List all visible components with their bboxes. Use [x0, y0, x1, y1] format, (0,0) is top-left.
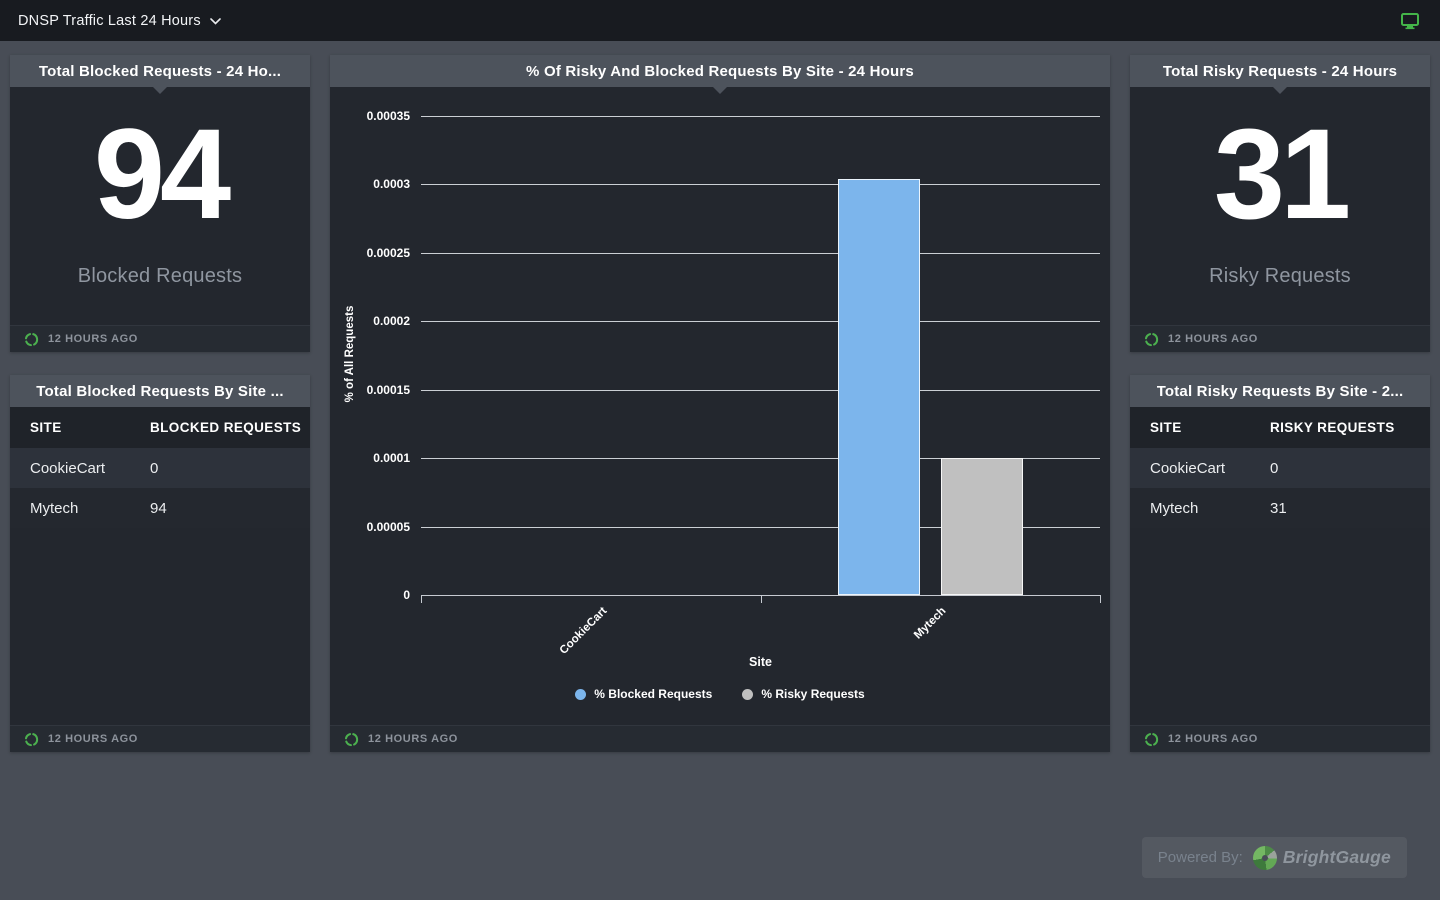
legend-marker-icon [575, 688, 587, 700]
site-cell: SITE [30, 420, 62, 435]
card-header[interactable]: Total Risky Requests By Site - 2... [1130, 375, 1430, 414]
table-row[interactable]: Mytech 94 [10, 488, 310, 528]
dashboard-title: DNSP Traffic Last 24 Hours [18, 12, 201, 29]
bar--blocked-requests-mytech[interactable] [837, 178, 920, 595]
stat-label: Risky Requests [1209, 264, 1351, 287]
y-tick-label: 0.0003 [373, 177, 410, 192]
x-axis-tick [1100, 595, 1101, 603]
brand-name: BrightGauge [1282, 847, 1391, 867]
card-title: Total Blocked Requests By Site ... [36, 382, 284, 400]
last-updated: 12 HOURS AGO [368, 733, 458, 745]
card-blocked-by-site: Total Blocked Requests By Site ... SITE B… [10, 375, 310, 752]
gridline [421, 252, 1100, 254]
y-tick-label: 0.0001 [373, 451, 410, 466]
table-row[interactable]: CookieCart 0 [10, 448, 310, 488]
site-cell: CookieCart [1150, 459, 1226, 477]
refresh-icon[interactable] [344, 732, 359, 747]
site-cell: Mytech [1150, 499, 1199, 517]
card-header[interactable]: Total Blocked Requests By Site ... [10, 375, 310, 414]
card-footer: 12 HOURS AGO [1130, 725, 1430, 752]
card-header[interactable]: Total Blocked Requests - 24 Ho... [10, 55, 310, 94]
card-footer: 12 HOURS AGO [1130, 325, 1430, 352]
value-cell: 0 [150, 459, 159, 477]
value-cell: 94 [150, 499, 167, 517]
legend-label: % Risky Requests [761, 687, 865, 701]
card-title: % Of Risky And Blocked Requests By Site … [526, 62, 914, 80]
risky-by-site-table: SITE RISKY REQUESTS CookieCart 0 Mytech 31 [1130, 407, 1430, 528]
card-risky-by-site: Total Risky Requests By Site - 2... SITE… [1130, 375, 1430, 752]
chart-legend: % Blocked Requests % Risky Requests [330, 687, 1110, 701]
y-tick-label: 0 [403, 588, 410, 602]
refresh-icon[interactable] [1144, 732, 1159, 747]
brand: BrightGauge [1252, 845, 1391, 870]
stat-value: 31 [1213, 102, 1351, 246]
last-updated: 12 HOURS AGO [1168, 333, 1258, 345]
stat-label: Blocked Requests [77, 264, 243, 287]
site-cell: SITE [1150, 420, 1182, 435]
refresh-icon[interactable] [24, 732, 39, 747]
card-footer: 12 HOURS AGO [10, 325, 310, 352]
legend-item[interactable]: % Blocked Requests [575, 687, 712, 701]
y-axis-title: % of All Requests [344, 305, 356, 402]
y-tick-label: 0.0002 [373, 314, 410, 329]
table-header-row: SITE RISKY REQUESTS [1130, 407, 1430, 448]
stat-value: 94 [93, 102, 231, 246]
top-bar: DNSP Traffic Last 24 Hours [0, 0, 1440, 41]
gridline [421, 116, 1100, 117]
blocked-by-site-table: SITE BLOCKED REQUESTS CookieCart 0 Mytech 94 [10, 407, 310, 528]
legend-item[interactable]: % Risky Requests [742, 687, 865, 701]
site-cell: Mytech [30, 499, 79, 517]
refresh-icon[interactable] [24, 332, 39, 347]
stat-body: 94 Blocked Requests [10, 87, 310, 325]
value-cell: RISKY REQUESTS [1270, 420, 1395, 435]
x-axis-tick [760, 595, 762, 603]
card-total-risky-requests: Total Risky Requests - 24 Hours 31 Risky… [1130, 55, 1430, 352]
table-row[interactable]: CookieCart 0 [1130, 448, 1430, 488]
x-axis-tick [421, 595, 422, 603]
bar--risky-requests-mytech[interactable] [940, 458, 1023, 595]
bar-chart: 0 0.00005 0.0001 0.00015 0.0002 0.00025 0.0003… [330, 87, 1110, 725]
site-cell: CookieCart [30, 459, 106, 477]
card-footer: 12 HOURS AGO [330, 725, 1110, 752]
x-axis-title: Site [749, 655, 772, 669]
y-tick-label: 0.00025 [366, 245, 410, 260]
card-footer: 12 HOURS AGO [10, 725, 310, 752]
card-total-blocked-requests: Total Blocked Requests - 24 Ho... 94 Blo… [10, 55, 310, 352]
y-tick-label: 0.00005 [366, 519, 410, 534]
powered-by-label: Powered By: [1157, 849, 1243, 866]
chevron-down-icon [209, 18, 221, 25]
refresh-icon[interactable] [1144, 332, 1159, 347]
table-row[interactable]: Mytech 31 [1130, 488, 1430, 528]
stat-body: 31 Risky Requests [1130, 87, 1430, 325]
table-header-row: SITE BLOCKED REQUESTS [10, 407, 310, 448]
dashboard-title-dropdown[interactable]: DNSP Traffic Last 24 Hours [18, 13, 221, 29]
card-risky-blocked-chart: % Of Risky And Blocked Requests By Site … [330, 55, 1110, 752]
powered-by-badge[interactable]: Powered By: BrightGauge [1141, 837, 1407, 878]
card-header[interactable]: % Of Risky And Blocked Requests By Site … [330, 55, 1110, 94]
last-updated: 12 HOURS AGO [48, 333, 138, 345]
legend-marker-icon [742, 688, 754, 700]
gridline [421, 389, 1100, 391]
gridline [421, 458, 1100, 460]
card-title: Total Risky Requests By Site - 2... [1156, 382, 1404, 400]
last-updated: 12 HOURS AGO [48, 733, 138, 745]
card-header[interactable]: Total Risky Requests - 24 Hours [1130, 55, 1430, 94]
value-cell: 0 [1270, 459, 1279, 477]
brightgauge-logo-icon [1252, 845, 1277, 870]
card-title: Total Risky Requests - 24 Hours [1162, 62, 1398, 80]
legend-label: % Blocked Requests [594, 687, 713, 701]
value-cell: 31 [1270, 499, 1287, 517]
value-cell: BLOCKED REQUESTS [150, 420, 302, 435]
gridline [421, 526, 1100, 528]
gridline [421, 321, 1100, 323]
y-tick-label: 0.00015 [366, 382, 410, 397]
y-tick-label: 0.00035 [366, 109, 410, 123]
gridline [421, 184, 1100, 186]
display-mode-button[interactable] [1398, 11, 1422, 31]
monitor-icon [1401, 12, 1419, 29]
card-title: Total Blocked Requests - 24 Ho... [38, 62, 282, 80]
last-updated: 12 HOURS AGO [1168, 733, 1258, 745]
